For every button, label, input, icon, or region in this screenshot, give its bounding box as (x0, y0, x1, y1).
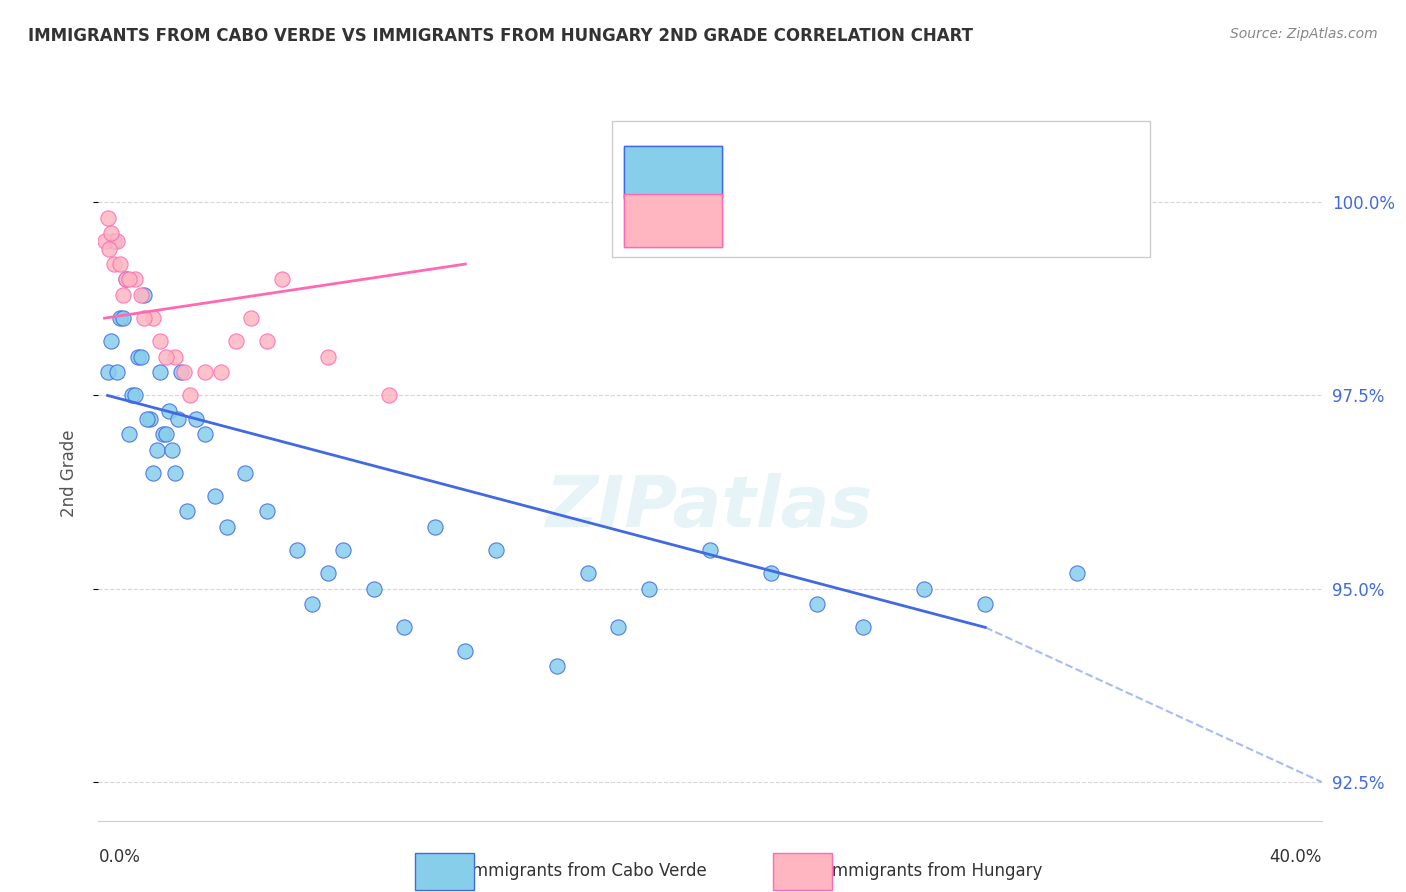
Point (139, 411, 162, 425)
Y-axis label: 2nd Grade: 2nd Grade (59, 429, 77, 516)
Point (136, 411, 159, 425)
Point (111, 311, 134, 326)
Point (806, 597, 828, 611)
Point (170, 365, 193, 379)
Point (225, 334, 247, 349)
Point (240, 311, 263, 326)
Point (152, 427, 174, 442)
Point (115, 272, 138, 286)
Text: Immigrants from Hungary: Immigrants from Hungary (827, 863, 1042, 880)
Point (118, 272, 141, 286)
Text: -0.283: -0.283 (796, 147, 855, 165)
Point (103, 257, 125, 271)
Point (155, 350, 177, 364)
Point (108, 257, 131, 271)
Point (485, 543, 508, 558)
Text: ZIPatlas: ZIPatlas (547, 473, 873, 542)
Point (332, 543, 354, 558)
Point (155, 427, 177, 442)
Point (316, 350, 339, 364)
Text: 52: 52 (991, 147, 1015, 165)
Text: Immigrants from Cabo Verde: Immigrants from Cabo Verde (467, 863, 707, 880)
Point (423, 520, 446, 534)
Point (149, 365, 172, 379)
Point (363, 582, 385, 596)
FancyBboxPatch shape (624, 194, 723, 247)
Point (638, 582, 661, 596)
Point (115, 272, 138, 286)
Text: 28: 28 (991, 198, 1015, 216)
FancyBboxPatch shape (612, 121, 1150, 257)
Point (129, 288, 152, 302)
Point (167, 411, 190, 425)
Text: N =: N = (918, 198, 955, 216)
Point (546, 659, 568, 673)
Point (142, 466, 165, 480)
Point (194, 427, 217, 442)
Point (256, 504, 278, 518)
Point (145, 442, 167, 457)
Point (108, 311, 131, 326)
Point (285, 543, 308, 558)
Text: 0.265: 0.265 (796, 198, 853, 216)
Point (194, 365, 217, 379)
Point (173, 365, 195, 379)
Text: R =: R = (728, 198, 765, 216)
Point (378, 388, 401, 402)
Point (699, 543, 721, 558)
Point (121, 388, 143, 402)
Text: Source: ZipAtlas.com: Source: ZipAtlas.com (1230, 27, 1378, 41)
Point (912, 582, 935, 596)
Point (1004, 179, 1026, 194)
Point (301, 597, 323, 611)
Point (124, 272, 146, 286)
Point (100, 334, 122, 349)
Point (142, 311, 165, 326)
Text: N =: N = (918, 147, 955, 165)
Point (209, 365, 232, 379)
Text: 0.0%: 0.0% (98, 848, 141, 866)
Point (105, 234, 128, 248)
Point (852, 620, 875, 634)
Point (256, 334, 278, 349)
Point (761, 566, 783, 581)
Point (105, 365, 128, 379)
Point (127, 350, 149, 364)
Point (454, 643, 477, 657)
Point (111, 288, 134, 302)
Point (100, 226, 122, 240)
Point (124, 388, 146, 402)
Point (179, 388, 201, 402)
Point (160, 442, 183, 457)
Text: R =: R = (728, 147, 765, 165)
Point (576, 566, 599, 581)
Point (204, 489, 226, 503)
Point (974, 597, 997, 611)
Point (98, 242, 121, 256)
FancyBboxPatch shape (624, 145, 723, 198)
Point (607, 620, 630, 634)
Point (186, 411, 208, 425)
Point (134, 288, 156, 302)
Point (118, 427, 141, 442)
Point (157, 404, 180, 418)
Point (163, 466, 186, 480)
Point (134, 311, 156, 326)
Point (93, 234, 115, 248)
Point (1066, 566, 1088, 581)
Point (316, 566, 339, 581)
Point (129, 350, 152, 364)
Point (176, 504, 198, 518)
Point (392, 620, 416, 634)
Point (215, 520, 238, 534)
Point (97, 211, 120, 225)
Point (149, 334, 172, 349)
Point (270, 272, 294, 286)
Point (97, 365, 120, 379)
Point (163, 350, 186, 364)
Point (233, 466, 256, 480)
Text: 40.0%: 40.0% (1270, 848, 1322, 866)
Point (103, 234, 125, 248)
Text: IMMIGRANTS FROM CABO VERDE VS IMMIGRANTS FROM HUNGARY 2ND GRADE CORRELATION CHAR: IMMIGRANTS FROM CABO VERDE VS IMMIGRANTS… (28, 27, 973, 45)
